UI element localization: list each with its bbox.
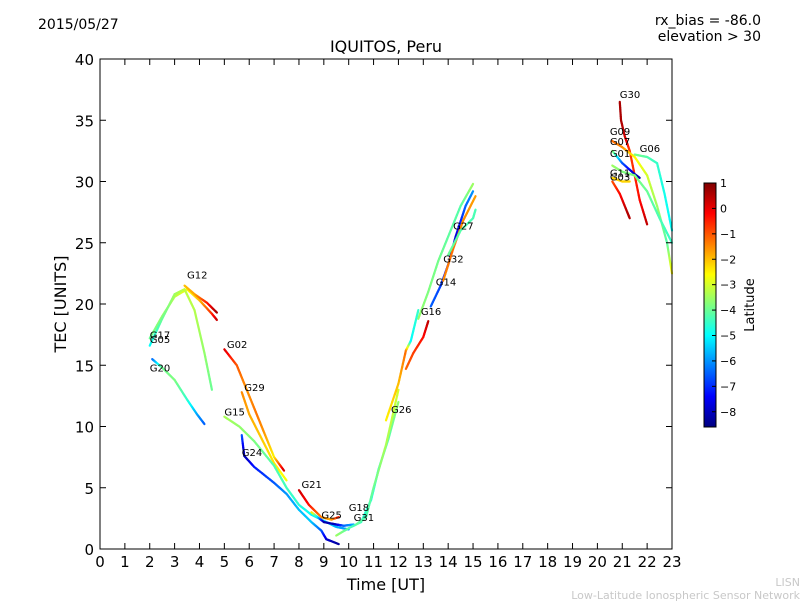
x-tick-label: 7	[269, 553, 279, 571]
satellite-label-g29: G29	[244, 383, 264, 394]
trace-g14	[418, 184, 473, 319]
x-tick-label: 10	[339, 553, 358, 571]
footer-brand: LISN	[540, 576, 800, 589]
x-tick-label: 22	[638, 553, 657, 571]
trace-segment	[472, 191, 473, 192]
x-tick-label: 20	[588, 553, 607, 571]
colorbar-tick-label: −5	[720, 330, 736, 343]
colorbar-label: Latitude	[743, 278, 758, 332]
trace-segment	[211, 386, 212, 390]
satellite-label-g20: G20	[150, 363, 170, 374]
satellite-label-g32: G32	[443, 254, 463, 265]
x-axis-label: Time [UT]	[346, 575, 425, 594]
x-tick-label: 11	[364, 553, 383, 571]
colorbar-tick-label: −1	[720, 228, 736, 241]
y-tick-label: 40	[75, 51, 94, 69]
colorbar-tick-label: −6	[720, 355, 736, 368]
x-tick-label: 15	[463, 553, 482, 571]
trace-segment	[474, 196, 475, 198]
data-layer	[150, 102, 672, 544]
satellite-label-g21: G21	[301, 480, 321, 491]
x-tick-label: 14	[439, 553, 458, 571]
x-tick-label: 9	[319, 553, 329, 571]
trace-g11	[612, 182, 629, 219]
plot-frame	[100, 59, 672, 549]
colorbar-tick-label: 0	[720, 202, 727, 215]
satellite-label-g03: G03	[610, 172, 630, 183]
x-tick-label: 0	[95, 553, 105, 571]
x-tick-label: 1	[120, 553, 130, 571]
satellite-label-g02: G02	[227, 340, 247, 351]
x-tick-label: 8	[294, 553, 304, 571]
colorbar-bar	[704, 183, 716, 427]
satellite-label-g16: G16	[421, 307, 441, 318]
satellite-label-g24: G24	[242, 448, 262, 459]
satellite-label-g25: G25	[321, 510, 341, 521]
y-axis-label: TEC [UNITS]	[51, 256, 70, 354]
colorbar-tick-label: −3	[720, 279, 736, 292]
satellite-label-g26: G26	[391, 405, 411, 416]
trace-segment	[418, 310, 419, 313]
colorbar-tick-label: −4	[720, 304, 736, 317]
x-tick-label: 18	[538, 553, 557, 571]
satellite-labels: G30G09G07G06G01G11G03G27G32G14G12G16G17G…	[150, 90, 660, 524]
satellite-label-g30: G30	[620, 90, 640, 101]
colorbar-tick-label: −8	[720, 406, 736, 419]
y-tick-label: 25	[75, 235, 94, 253]
x-tick-label: 6	[244, 553, 254, 571]
satellite-label-g01: G01	[610, 149, 630, 160]
y-tick-label: 10	[75, 419, 94, 437]
x-tick-label: 12	[389, 553, 408, 571]
trace-segment	[472, 184, 473, 186]
y-tick-label: 0	[84, 541, 94, 559]
satellite-label-g07: G07	[610, 137, 630, 148]
x-tick-label: 19	[563, 553, 582, 571]
colorbar: 1 0 −1 −2 −3 −4 −5 −6 −7 −8 Latitude	[704, 177, 758, 427]
trace-g26	[386, 310, 418, 420]
satellite-label-g14: G14	[436, 278, 456, 289]
y-tick-label: 15	[75, 357, 94, 375]
colorbar-tick-label: 1	[720, 177, 727, 190]
satellite-label-g12: G12	[187, 270, 207, 281]
x-tick-label: 23	[662, 553, 681, 571]
trace-segment	[285, 479, 286, 481]
x-tick-label: 13	[414, 553, 433, 571]
x-tick-label: 17	[513, 553, 532, 571]
x-tick-label: 3	[170, 553, 180, 571]
trace-segment	[204, 423, 205, 424]
colorbar-tick-label: −7	[720, 380, 736, 393]
trace-segment	[397, 390, 398, 396]
x-tick-label: 5	[220, 553, 230, 571]
satellite-label-g31: G31	[354, 513, 374, 524]
trace-segment	[283, 469, 284, 470]
x-tick-label: 16	[488, 553, 507, 571]
x-tick-label: 2	[145, 553, 155, 571]
trace-segment	[646, 222, 647, 224]
footer-network: Low-Latitude Ionospheric Sensor Network	[540, 589, 800, 602]
trace-segment	[216, 312, 217, 313]
satellite-label-g06: G06	[640, 144, 660, 155]
footer: LISN Low-Latitude Ionospheric Sensor Net…	[540, 576, 800, 602]
satellite-label-g27: G27	[453, 221, 473, 232]
colorbar-tick-label: −2	[720, 253, 736, 266]
satellite-label-g05: G05	[150, 335, 170, 346]
satellite-label-g15: G15	[224, 407, 244, 418]
y-tick-label: 35	[75, 112, 94, 130]
x-tick-label: 4	[195, 553, 205, 571]
y-tick-label: 20	[75, 296, 94, 314]
y-tick-label: 30	[75, 174, 94, 192]
x-tick-label: 21	[613, 553, 632, 571]
y-tick-label: 5	[84, 480, 94, 498]
